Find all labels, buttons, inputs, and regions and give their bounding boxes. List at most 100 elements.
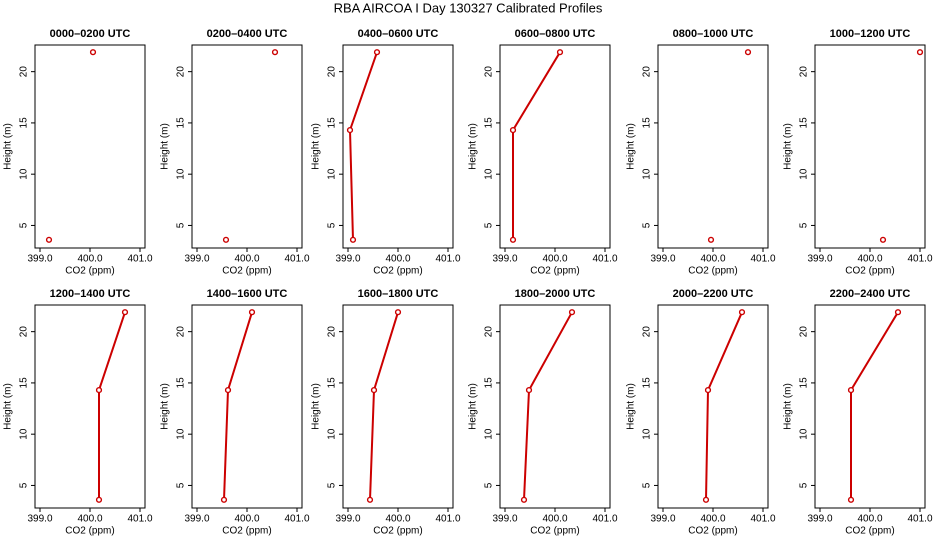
y-tick-label: 5	[19, 482, 30, 488]
panel-title: 2000–2200 UTC	[673, 288, 754, 300]
panel-title: 1800–2000 UTC	[515, 288, 596, 300]
y-tick-label: 15	[19, 117, 30, 129]
x-axis-label: CO2 (ppm)	[530, 526, 579, 537]
data-point	[89, 49, 97, 56]
data-point	[271, 49, 279, 56]
y-axis-label: Height (m)	[468, 123, 479, 170]
data-point	[894, 309, 902, 316]
panel-title: 1600–1800 UTC	[358, 288, 439, 300]
x-tick-label: 399.0	[650, 514, 675, 525]
panel: 1000–1200 UTC 399.0 400.0 401.0 5 10 15 20 CO2 (…	[783, 28, 933, 277]
data-point	[744, 49, 752, 56]
y-axis-label: Height (m)	[160, 383, 171, 430]
x-tick-label: 399.0	[27, 254, 52, 265]
data-point	[45, 236, 53, 243]
y-axis-label: Height (m)	[311, 123, 322, 170]
panel: 0800–1000 UTC 399.0 400.0 401.0 5 10 15 20 CO2 (…	[626, 28, 776, 277]
y-tick-label: 15	[19, 377, 30, 389]
panel-title: 0400–0600 UTC	[358, 28, 439, 40]
x-tick-label: 399.0	[335, 254, 360, 265]
y-tick-label: 20	[176, 66, 187, 78]
panel-title: 1000–1200 UTC	[830, 28, 911, 40]
x-axis-label: CO2 (ppm)	[65, 526, 114, 537]
x-tick-label: 399.0	[184, 254, 209, 265]
x-tick-label: 401.0	[907, 514, 932, 525]
y-tick-label: 5	[19, 222, 30, 228]
y-tick-label: 20	[19, 326, 30, 338]
x-tick-label: 400.0	[77, 254, 102, 265]
panel-title: 0200–0400 UTC	[207, 28, 288, 40]
y-tick-label: 5	[484, 222, 495, 228]
y-tick-label: 15	[327, 377, 338, 389]
x-axis-label: CO2 (ppm)	[222, 526, 271, 537]
x-tick-label: 400.0	[234, 514, 259, 525]
y-tick-label: 20	[642, 326, 653, 338]
panel: 1200–1400 UTC 399.0 400.0 401.0 5 10 15 20 CO2 (…	[3, 288, 153, 537]
y-tick-label: 15	[799, 377, 810, 389]
data-point	[394, 309, 402, 316]
data-point	[220, 496, 228, 503]
x-tick-label: 401.0	[435, 254, 460, 265]
y-tick-label: 15	[799, 117, 810, 129]
y-tick-label: 10	[19, 168, 30, 180]
x-tick-label: 401.0	[750, 254, 775, 265]
panel-title: 0800–1000 UTC	[673, 28, 754, 40]
data-point	[916, 49, 924, 56]
data-point	[224, 386, 232, 394]
y-tick-label: 20	[799, 326, 810, 338]
y-tick-label: 10	[484, 168, 495, 180]
data-point	[707, 236, 715, 243]
data-point	[509, 236, 517, 243]
data-point	[738, 309, 746, 316]
x-tick-label: 401.0	[750, 514, 775, 525]
x-tick-label: 399.0	[184, 514, 209, 525]
panel-title: 1200–1400 UTC	[50, 288, 131, 300]
x-tick-label: 401.0	[127, 514, 152, 525]
panel-title: 0000–0200 UTC	[50, 28, 131, 40]
panel: 0400–0600 UTC 399.0 400.0 401.0 5 10 15 20 CO2 (…	[311, 28, 461, 277]
y-tick-label: 20	[484, 66, 495, 78]
y-tick-label: 5	[799, 482, 810, 488]
y-axis-label: Height (m)	[783, 123, 794, 170]
data-point	[95, 386, 103, 394]
y-axis-label: Height (m)	[626, 123, 637, 170]
x-tick-label: 401.0	[284, 514, 309, 525]
x-axis-label: CO2 (ppm)	[373, 266, 422, 277]
data-point	[121, 309, 129, 316]
y-tick-label: 10	[19, 428, 30, 440]
y-tick-label: 20	[327, 66, 338, 78]
y-axis-label: Height (m)	[468, 383, 479, 430]
x-tick-label: 401.0	[907, 254, 932, 265]
data-point	[373, 49, 381, 56]
x-tick-label: 399.0	[335, 514, 360, 525]
x-tick-label: 400.0	[857, 254, 882, 265]
y-tick-label: 10	[799, 428, 810, 440]
y-tick-label: 5	[327, 222, 338, 228]
figure-title: RBA AIRCOA I Day 130327 Calibrated Profi…	[334, 0, 603, 15]
y-axis-label: Height (m)	[3, 123, 14, 170]
y-tick-label: 5	[176, 222, 187, 228]
data-point	[556, 49, 564, 56]
y-tick-label: 15	[176, 377, 187, 389]
data-point	[349, 236, 357, 243]
y-tick-label: 10	[484, 428, 495, 440]
x-tick-label: 401.0	[284, 254, 309, 265]
x-tick-label: 401.0	[592, 514, 617, 525]
x-tick-label: 400.0	[700, 254, 725, 265]
x-axis-label: CO2 (ppm)	[373, 526, 422, 537]
y-tick-label: 5	[642, 482, 653, 488]
y-tick-label: 5	[327, 482, 338, 488]
data-point	[704, 386, 712, 394]
y-tick-label: 20	[19, 66, 30, 78]
panel: 2000–2200 UTC 399.0 400.0 401.0 5 10 15 20 CO2 (…	[626, 288, 776, 537]
x-tick-label: 401.0	[127, 254, 152, 265]
y-axis-label: Height (m)	[3, 383, 14, 430]
data-point	[366, 496, 374, 503]
y-tick-label: 5	[642, 222, 653, 228]
x-tick-label: 400.0	[542, 254, 567, 265]
data-point	[95, 496, 103, 503]
x-tick-label: 401.0	[592, 254, 617, 265]
y-tick-label: 5	[176, 482, 187, 488]
